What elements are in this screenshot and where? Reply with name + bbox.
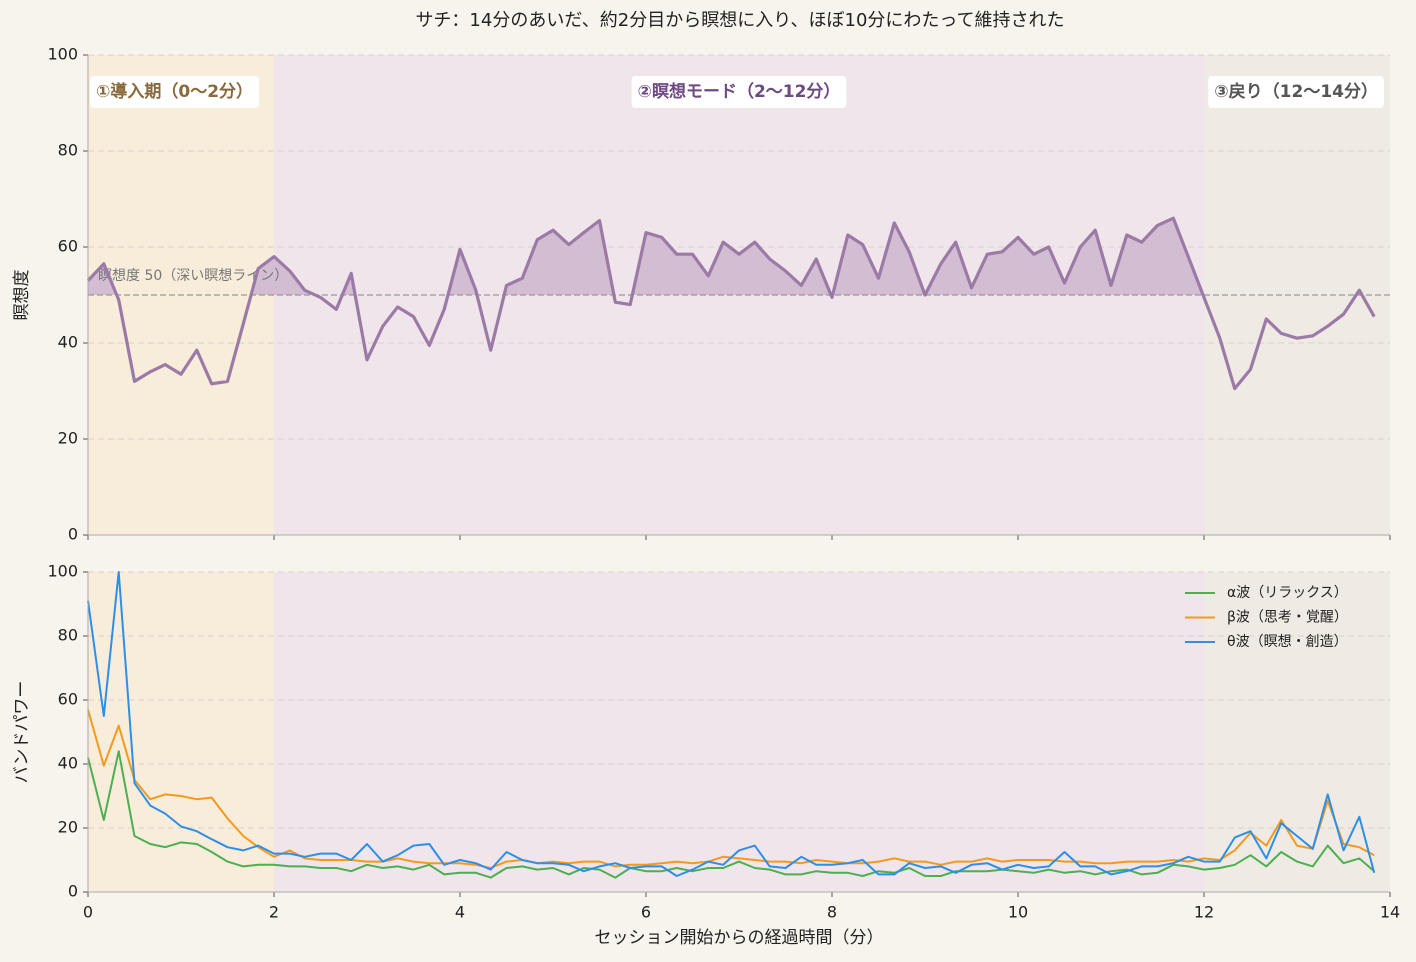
legend-label: β波（思考・覚醒）	[1227, 610, 1348, 626]
phase-label-box	[1208, 76, 1384, 108]
y-tick-label: 80	[58, 626, 78, 645]
x-tick-label: 0	[83, 903, 93, 922]
y-tick-label: 60	[58, 237, 78, 256]
y-tick-label: 0	[68, 525, 78, 544]
phase-band	[88, 572, 274, 892]
reference-label: 瞑想度 50（深い瞑想ライン）	[98, 268, 288, 284]
y-tick-label: 20	[58, 429, 78, 448]
phase-label-box	[631, 76, 847, 108]
y-tick-label: 60	[58, 690, 78, 709]
data-line	[86, 216, 1376, 391]
data-line	[87, 750, 1375, 879]
phase-band	[274, 572, 1204, 892]
data-line	[87, 571, 1376, 877]
y-axis-label: バンドパワー	[12, 681, 32, 784]
x-tick-label: 10	[1008, 903, 1028, 922]
y-tick-label: 100	[47, 562, 78, 581]
chart-title: サチ：14分のあいだ、約2分目から瞑想に入り、ほぼ10分にわたって維持された	[415, 10, 1064, 31]
x-tick-label: 4	[455, 903, 465, 922]
x-tick-label: 12	[1194, 903, 1214, 922]
legend-label: α波（リラックス）	[1227, 585, 1348, 601]
phase-label-group: ②瞑想モード（2〜12分）	[631, 76, 847, 108]
x-tick-label: 2	[269, 903, 279, 922]
phase-label: ①導入期（0〜2分）	[96, 81, 253, 102]
y-tick-label: 40	[58, 333, 78, 352]
x-axis-label: セッション開始からの経過時間（分）	[595, 928, 884, 948]
phase-label-group: ③戻り（12〜14分）	[1208, 76, 1384, 108]
y-tick-label: 100	[47, 45, 78, 64]
x-tick-label: 6	[641, 903, 651, 922]
y-tick-label: 80	[58, 141, 78, 160]
y-tick-label: 20	[58, 818, 78, 837]
y-tick-label: 40	[58, 754, 78, 773]
x-tick-label: 8	[827, 903, 837, 922]
x-tick-label: 14	[1380, 903, 1400, 922]
area-fill	[88, 218, 1375, 295]
y-tick-label: 0	[68, 882, 78, 901]
legend-label: θ波（瞑想・創造）	[1227, 634, 1348, 650]
y-axis-label: 瞑想度	[12, 270, 32, 321]
phase-label: ②瞑想モード（2〜12分）	[638, 81, 841, 102]
phase-label-box	[90, 76, 260, 108]
phase-label-group: ①導入期（0〜2分）	[90, 76, 260, 108]
phase-label: ③戻り（12〜14分）	[1214, 81, 1378, 102]
